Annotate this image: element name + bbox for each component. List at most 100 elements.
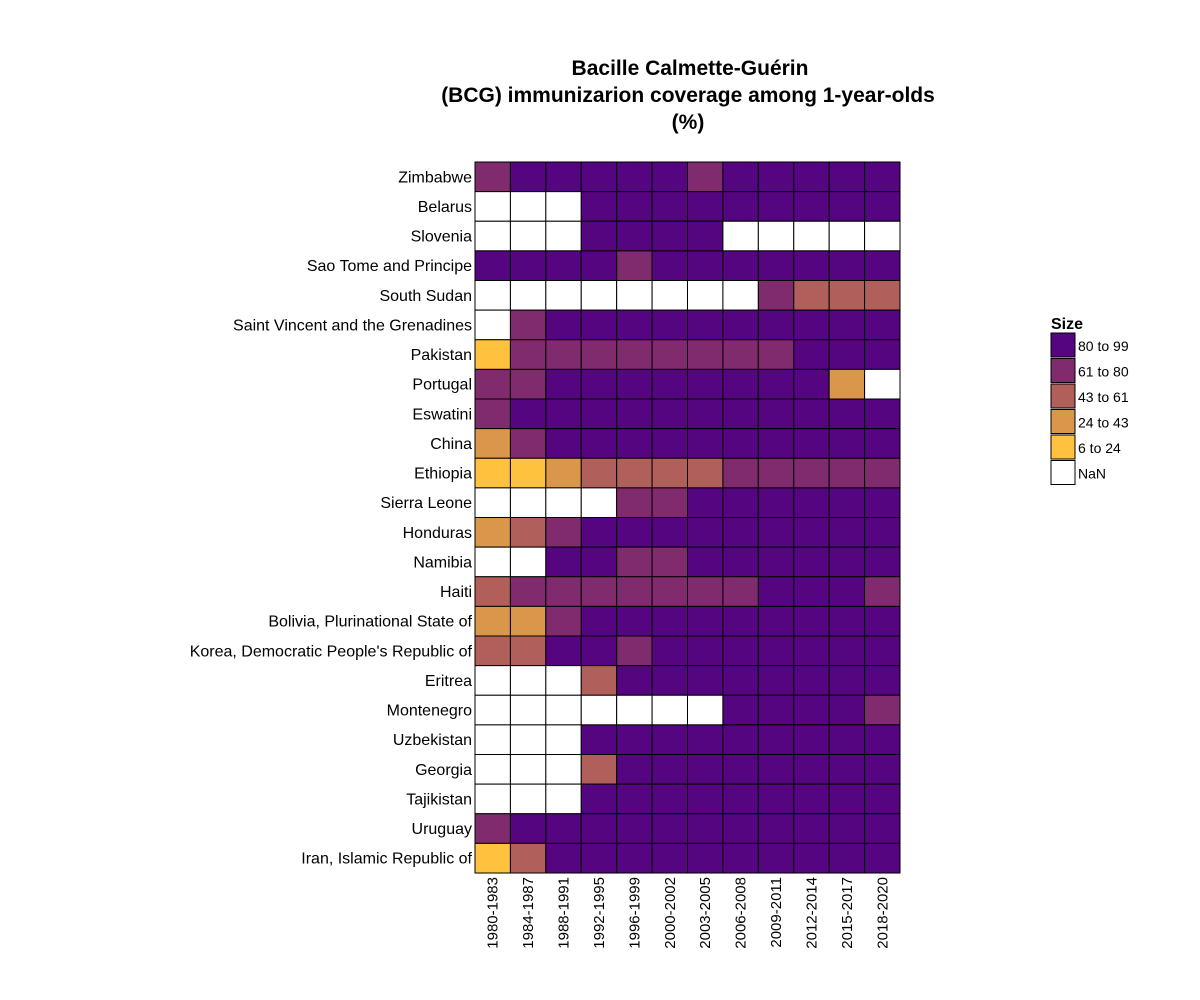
heatmap-cell xyxy=(793,191,830,222)
heatmap-cell xyxy=(864,665,901,696)
heatmap-cell xyxy=(474,250,511,282)
heatmap-cell xyxy=(793,368,830,400)
heatmap-cell xyxy=(474,220,511,252)
heatmap-cell xyxy=(864,428,901,459)
heatmap-cell xyxy=(757,250,795,282)
heatmap-cell xyxy=(722,783,759,815)
column-label: 1988-1991 xyxy=(556,877,573,949)
heatmap-cell xyxy=(722,517,759,548)
row-label: Belarus xyxy=(418,199,472,216)
legend: Size 80 to 99 61 to 80 43 to 61 24 to 43 6 t… xyxy=(1050,316,1129,485)
heatmap-cell xyxy=(545,724,582,756)
heatmap-cell xyxy=(580,576,618,607)
heatmap-cell xyxy=(722,813,759,844)
heatmap-cell xyxy=(474,665,511,696)
heatmap-cell xyxy=(828,368,866,400)
heatmap-cell xyxy=(474,161,511,193)
heatmap-cell xyxy=(687,665,724,696)
heatmap-cell xyxy=(580,517,618,548)
heatmap-cell xyxy=(687,339,724,370)
heatmap-cell xyxy=(828,842,866,874)
heatmap-cell xyxy=(580,457,618,489)
heatmap-cell xyxy=(793,428,830,459)
column-label: 1984-1987 xyxy=(520,877,537,949)
heatmap-cell xyxy=(757,191,795,222)
heatmap-cell xyxy=(864,605,901,637)
heatmap-cell xyxy=(616,813,653,844)
heatmap-cell xyxy=(793,220,830,252)
heatmap-cell xyxy=(828,694,866,726)
chart-title-line-1: Bacille Calmette-Guérin xyxy=(572,57,809,80)
heatmap-cell xyxy=(580,161,618,193)
legend-title: Size xyxy=(1051,316,1083,333)
heatmap-cell xyxy=(793,813,830,844)
heatmap-cell xyxy=(580,783,618,815)
row-label: Portugal xyxy=(412,377,472,394)
heatmap-cell xyxy=(687,605,724,637)
heatmap-cell xyxy=(687,576,724,607)
heatmap-cell xyxy=(545,368,582,400)
heatmap-cell xyxy=(722,309,759,341)
heatmap-cell xyxy=(687,368,724,400)
heatmap-cell xyxy=(687,428,724,459)
legend-swatch xyxy=(1050,383,1076,409)
column-label: 2018-2020 xyxy=(874,877,891,949)
heatmap-cell xyxy=(651,783,689,815)
heatmap-cell xyxy=(545,339,582,370)
row-label: Saint Vincent and the Grenadines xyxy=(233,317,472,334)
heatmap-cell xyxy=(651,161,689,193)
heatmap-cell xyxy=(580,398,618,430)
heatmap-cell xyxy=(722,694,759,726)
heatmap-cell xyxy=(828,191,866,222)
heatmap-cell xyxy=(651,280,689,311)
legend-swatch xyxy=(1050,434,1076,460)
heatmap-cell xyxy=(757,724,795,756)
column-label: 2012-2014 xyxy=(803,877,820,949)
column-label: 2009-2011 xyxy=(768,877,785,948)
heatmap-cell xyxy=(828,605,866,637)
heatmap-cell xyxy=(616,457,653,489)
heatmap-cell xyxy=(474,280,511,311)
heatmap-cell xyxy=(616,220,653,252)
heatmap-cell xyxy=(580,280,618,311)
column-labels: 1980-1983 1984-1987 1988-1991 1992-1995 1996… xyxy=(485,877,892,949)
heatmap-cell xyxy=(545,487,582,519)
heatmap-cell xyxy=(828,665,866,696)
row-label: South Sudan xyxy=(379,288,472,305)
heatmap-cell xyxy=(864,754,901,785)
heatmap-cell xyxy=(757,783,795,815)
heatmap-cell xyxy=(545,250,582,282)
heatmap-cell xyxy=(864,280,901,311)
heatmap-cell xyxy=(687,724,724,756)
heatmap-cell xyxy=(545,576,582,607)
heatmap-cell xyxy=(509,339,547,370)
heatmap-cell xyxy=(651,754,689,785)
heatmap-cell xyxy=(651,487,689,519)
row-label: Bolivia, Plurinational State of xyxy=(268,614,472,631)
heatmap-cell xyxy=(474,428,511,459)
heatmap-cell xyxy=(651,724,689,756)
column-label: 2000-2002 xyxy=(662,877,679,949)
heatmap-cell xyxy=(509,783,547,815)
heatmap-cell xyxy=(474,457,511,489)
heatmap-cell xyxy=(545,457,582,489)
heatmap-cell xyxy=(651,576,689,607)
heatmap-cell xyxy=(474,635,511,667)
heatmap-cell xyxy=(580,605,618,637)
heatmap-cell xyxy=(793,517,830,548)
row-label: Haiti xyxy=(440,584,472,601)
heatmap-cell xyxy=(793,724,830,756)
heatmap-cell xyxy=(474,339,511,370)
heatmap-cell xyxy=(580,842,618,874)
heatmap-cell xyxy=(757,368,795,400)
heatmap-cell xyxy=(580,191,618,222)
heatmap-cell xyxy=(580,339,618,370)
legend-label: 61 to 80 xyxy=(1078,364,1129,380)
heatmap-cell xyxy=(793,694,830,726)
heatmap-cell xyxy=(545,428,582,459)
row-label: Uruguay xyxy=(412,821,472,838)
heatmap-cell xyxy=(757,605,795,637)
heatmap-cell xyxy=(864,487,901,519)
heatmap-cell xyxy=(687,842,724,874)
heatmap-cell xyxy=(616,605,653,637)
